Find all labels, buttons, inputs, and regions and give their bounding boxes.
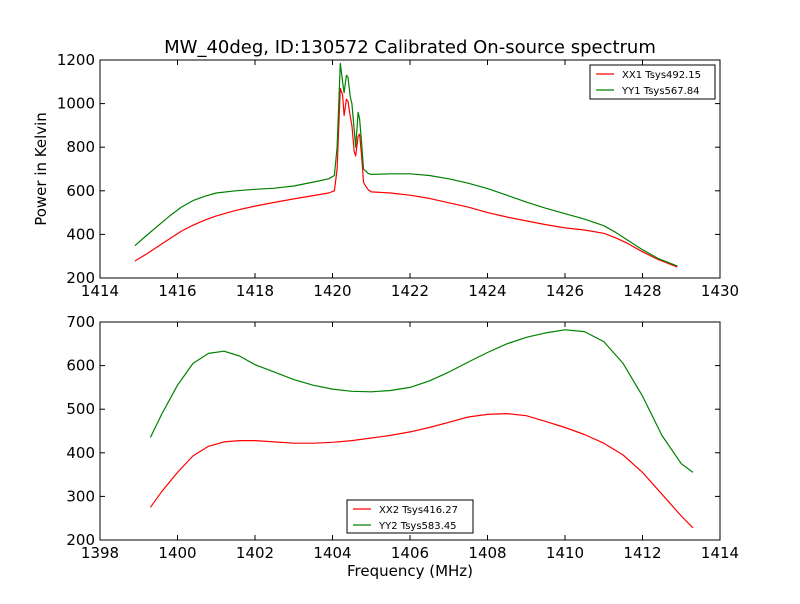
x-tick-label: 1424 [468, 282, 506, 300]
y-tick-label: 1200 [57, 51, 95, 69]
chart-panel-1: 1414 1416 1418 1420 1422 1424 1426 1428 1430 200 4… [32, 51, 739, 300]
x-tick-label: 1418 [236, 282, 274, 300]
legend: XX1 Tsys492.15 YY1 Tsys567.84 [589, 64, 716, 100]
legend-entry-label: YY1 Tsys567.84 [621, 86, 700, 97]
x-tick-label: 1414 [701, 544, 739, 562]
x-tick-label: 1410 [546, 544, 584, 562]
chart-title: MW_40deg, ID:130572 Calibrated On-source… [164, 37, 656, 58]
y-tick-label: 1000 [57, 95, 95, 113]
x-axis-label: Frequency (MHz) [347, 562, 473, 580]
y-tick-label: 600 [66, 182, 95, 200]
legend-entry-label: YY2 Tsys583.45 [378, 521, 457, 532]
y-axis-label: Power in Kelvin [32, 112, 50, 226]
y-tick-label: 500 [66, 400, 95, 418]
y-tick-label: 400 [66, 444, 95, 462]
x-tick-label: 1400 [158, 544, 196, 562]
x-tick-label: 1404 [313, 544, 351, 562]
y-tick-label: 700 [66, 313, 95, 331]
x-tick-label: 1406 [391, 544, 429, 562]
legend-entry-label: XX2 Tsys416.27 [379, 505, 458, 516]
series-line-1-2 [134, 62, 678, 267]
x-tick-label: 1426 [546, 282, 584, 300]
chart-panel-2: 1398 1400 1402 1404 1406 1408 1410 1412 1414 200 3… [66, 313, 739, 562]
series-line-2-1 [149, 413, 694, 529]
y-tick-label: 400 [66, 225, 95, 243]
legend-box [346, 499, 474, 534]
x-tick-label: 1420 [313, 282, 351, 300]
x-tick-label: 1428 [623, 282, 661, 300]
x-tick-label: 1416 [158, 282, 196, 300]
y-tick-label: 800 [66, 138, 95, 156]
y-tick-label: 300 [66, 487, 95, 505]
y-tick-label: 200 [66, 269, 95, 287]
legend-box [589, 64, 716, 100]
legend-entry-label: XX1 Tsys492.15 [622, 70, 701, 81]
x-tick-label: 1408 [468, 544, 506, 562]
x-tick-label: 1422 [391, 282, 429, 300]
legend: XX2 Tsys416.27 YY2 Tsys583.45 [346, 499, 474, 534]
y-tick-label: 600 [66, 357, 95, 375]
y-tick-label: 200 [66, 531, 95, 549]
series-line-2-2 [149, 329, 694, 473]
x-tick-label: 1402 [236, 544, 274, 562]
x-tick-label: 1398 [81, 544, 119, 562]
x-tick-label: 1414 [81, 282, 119, 300]
x-tick-label: 1412 [623, 544, 661, 562]
x-tick-label: 1430 [701, 282, 739, 300]
series-line-1-1 [134, 87, 678, 268]
